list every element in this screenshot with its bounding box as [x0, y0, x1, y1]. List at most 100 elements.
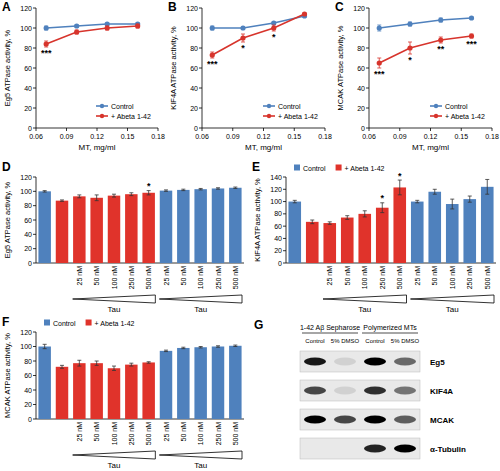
band: [364, 358, 386, 366]
x-axis-label: MT, mg/ml: [79, 143, 116, 152]
bar: [428, 192, 441, 263]
point: [438, 37, 443, 42]
x-tick: [430, 128, 431, 131]
x-tick-label: 250 nM: [215, 266, 222, 290]
y-tick-label: 120: [20, 329, 32, 336]
y-tick-label: 40: [190, 85, 198, 92]
error-cap: [129, 366, 133, 367]
y-tick: [33, 234, 36, 235]
y-tick-label: 20: [357, 105, 365, 112]
significance: *: [147, 181, 151, 191]
x-tick-label: 100 nM: [111, 266, 118, 290]
x-tick-label: 100 nM: [361, 266, 368, 290]
blot-strip: [300, 351, 420, 372]
error-cap: [408, 42, 412, 43]
lane-label: 5% DMSO: [391, 338, 420, 344]
legend-item: Control: [96, 103, 134, 110]
error-cap: [199, 188, 203, 189]
error-cap: [233, 188, 237, 189]
band: [334, 445, 356, 453]
error-cap: [485, 179, 489, 180]
bar: [288, 202, 301, 263]
x-tick: [461, 128, 462, 131]
bar: [38, 347, 50, 420]
error-bar: [75, 30, 79, 34]
x-tick: [325, 128, 326, 131]
y-tick: [33, 191, 36, 192]
group-line: [302, 333, 358, 334]
panel-letter: G: [254, 318, 263, 332]
x-tick: [399, 128, 400, 131]
y-tick-label: 100: [20, 343, 32, 350]
y-tick: [33, 68, 36, 69]
y-axis-label: KIF4A ATPase activity, %: [169, 26, 178, 110]
x-tick-label: 500 nM: [484, 266, 491, 290]
point: [271, 20, 276, 25]
error-cap: [272, 25, 276, 26]
x-tick: [232, 128, 233, 131]
error-cap: [216, 347, 220, 348]
bar: [142, 193, 154, 263]
x-tick-label: 100 nM: [111, 422, 118, 446]
error-cap: [433, 194, 437, 195]
legend-text: Control: [278, 103, 301, 110]
error-line: [434, 189, 435, 194]
legend-item: Control: [430, 103, 468, 110]
error-cap: [199, 189, 203, 190]
error-bar: [415, 200, 419, 202]
legend-swatch: [44, 320, 50, 326]
y-tick: [283, 189, 286, 190]
error-cap: [415, 202, 419, 203]
error-cap: [112, 370, 116, 371]
legend-text: + Abeta 1-42: [111, 113, 151, 120]
y-tick-label: 0: [28, 125, 32, 132]
bar: [411, 202, 424, 263]
panel-letter: D: [2, 160, 11, 174]
x-tick-label: 500 nM: [145, 266, 152, 290]
error-bar: [129, 193, 133, 196]
error-bar: [408, 22, 412, 26]
tau-wedge: [73, 451, 156, 459]
y-tick-label: 0: [278, 260, 282, 267]
band: [364, 445, 386, 453]
error-bar: [380, 203, 384, 213]
x-tick-label: 50 nM: [180, 422, 187, 442]
error-bar: [129, 363, 133, 366]
error-cap: [77, 366, 81, 367]
x-tick-label: 250 nM: [466, 266, 473, 290]
bar: [90, 363, 102, 419]
tau-wedge: [159, 295, 242, 303]
error-bar: [345, 216, 349, 220]
bar: [212, 347, 224, 420]
y-tick: [33, 108, 36, 109]
y-tick-label: 100: [186, 25, 198, 32]
panel-D: D020406080100120Eg5 ATPase activity, %25…: [2, 160, 244, 314]
y-tick-label: 80: [24, 202, 32, 209]
y-tick-label: 20: [24, 401, 32, 408]
error-line: [62, 365, 63, 368]
panel-A: A020406080100120Eg5 ATPase activity, %0.…: [2, 0, 165, 152]
error-cap: [233, 345, 237, 346]
significance: ***: [41, 48, 52, 58]
x-tick-label: 0.18: [485, 133, 499, 140]
x-axis-label: MT, mg/ml: [245, 143, 282, 152]
x-tick: [369, 128, 370, 131]
bar: [446, 204, 459, 263]
y-tick: [366, 108, 369, 109]
error-bar: [95, 195, 99, 201]
error-bar: [293, 200, 297, 202]
error-bar: [112, 366, 116, 370]
x-tick-label: 0.06: [195, 133, 209, 140]
y-tick: [283, 213, 286, 214]
error-cap: [377, 31, 381, 32]
error-bar: [43, 191, 47, 192]
annotation: Tau: [446, 305, 459, 314]
point: [240, 25, 245, 30]
panel-letter: C: [335, 0, 344, 14]
point: [44, 25, 49, 30]
y-tick: [33, 390, 36, 391]
point: [210, 52, 215, 57]
x-tick-label: 25 nM: [326, 266, 333, 286]
point: [240, 35, 245, 40]
y-tick-label: 40: [24, 85, 32, 92]
